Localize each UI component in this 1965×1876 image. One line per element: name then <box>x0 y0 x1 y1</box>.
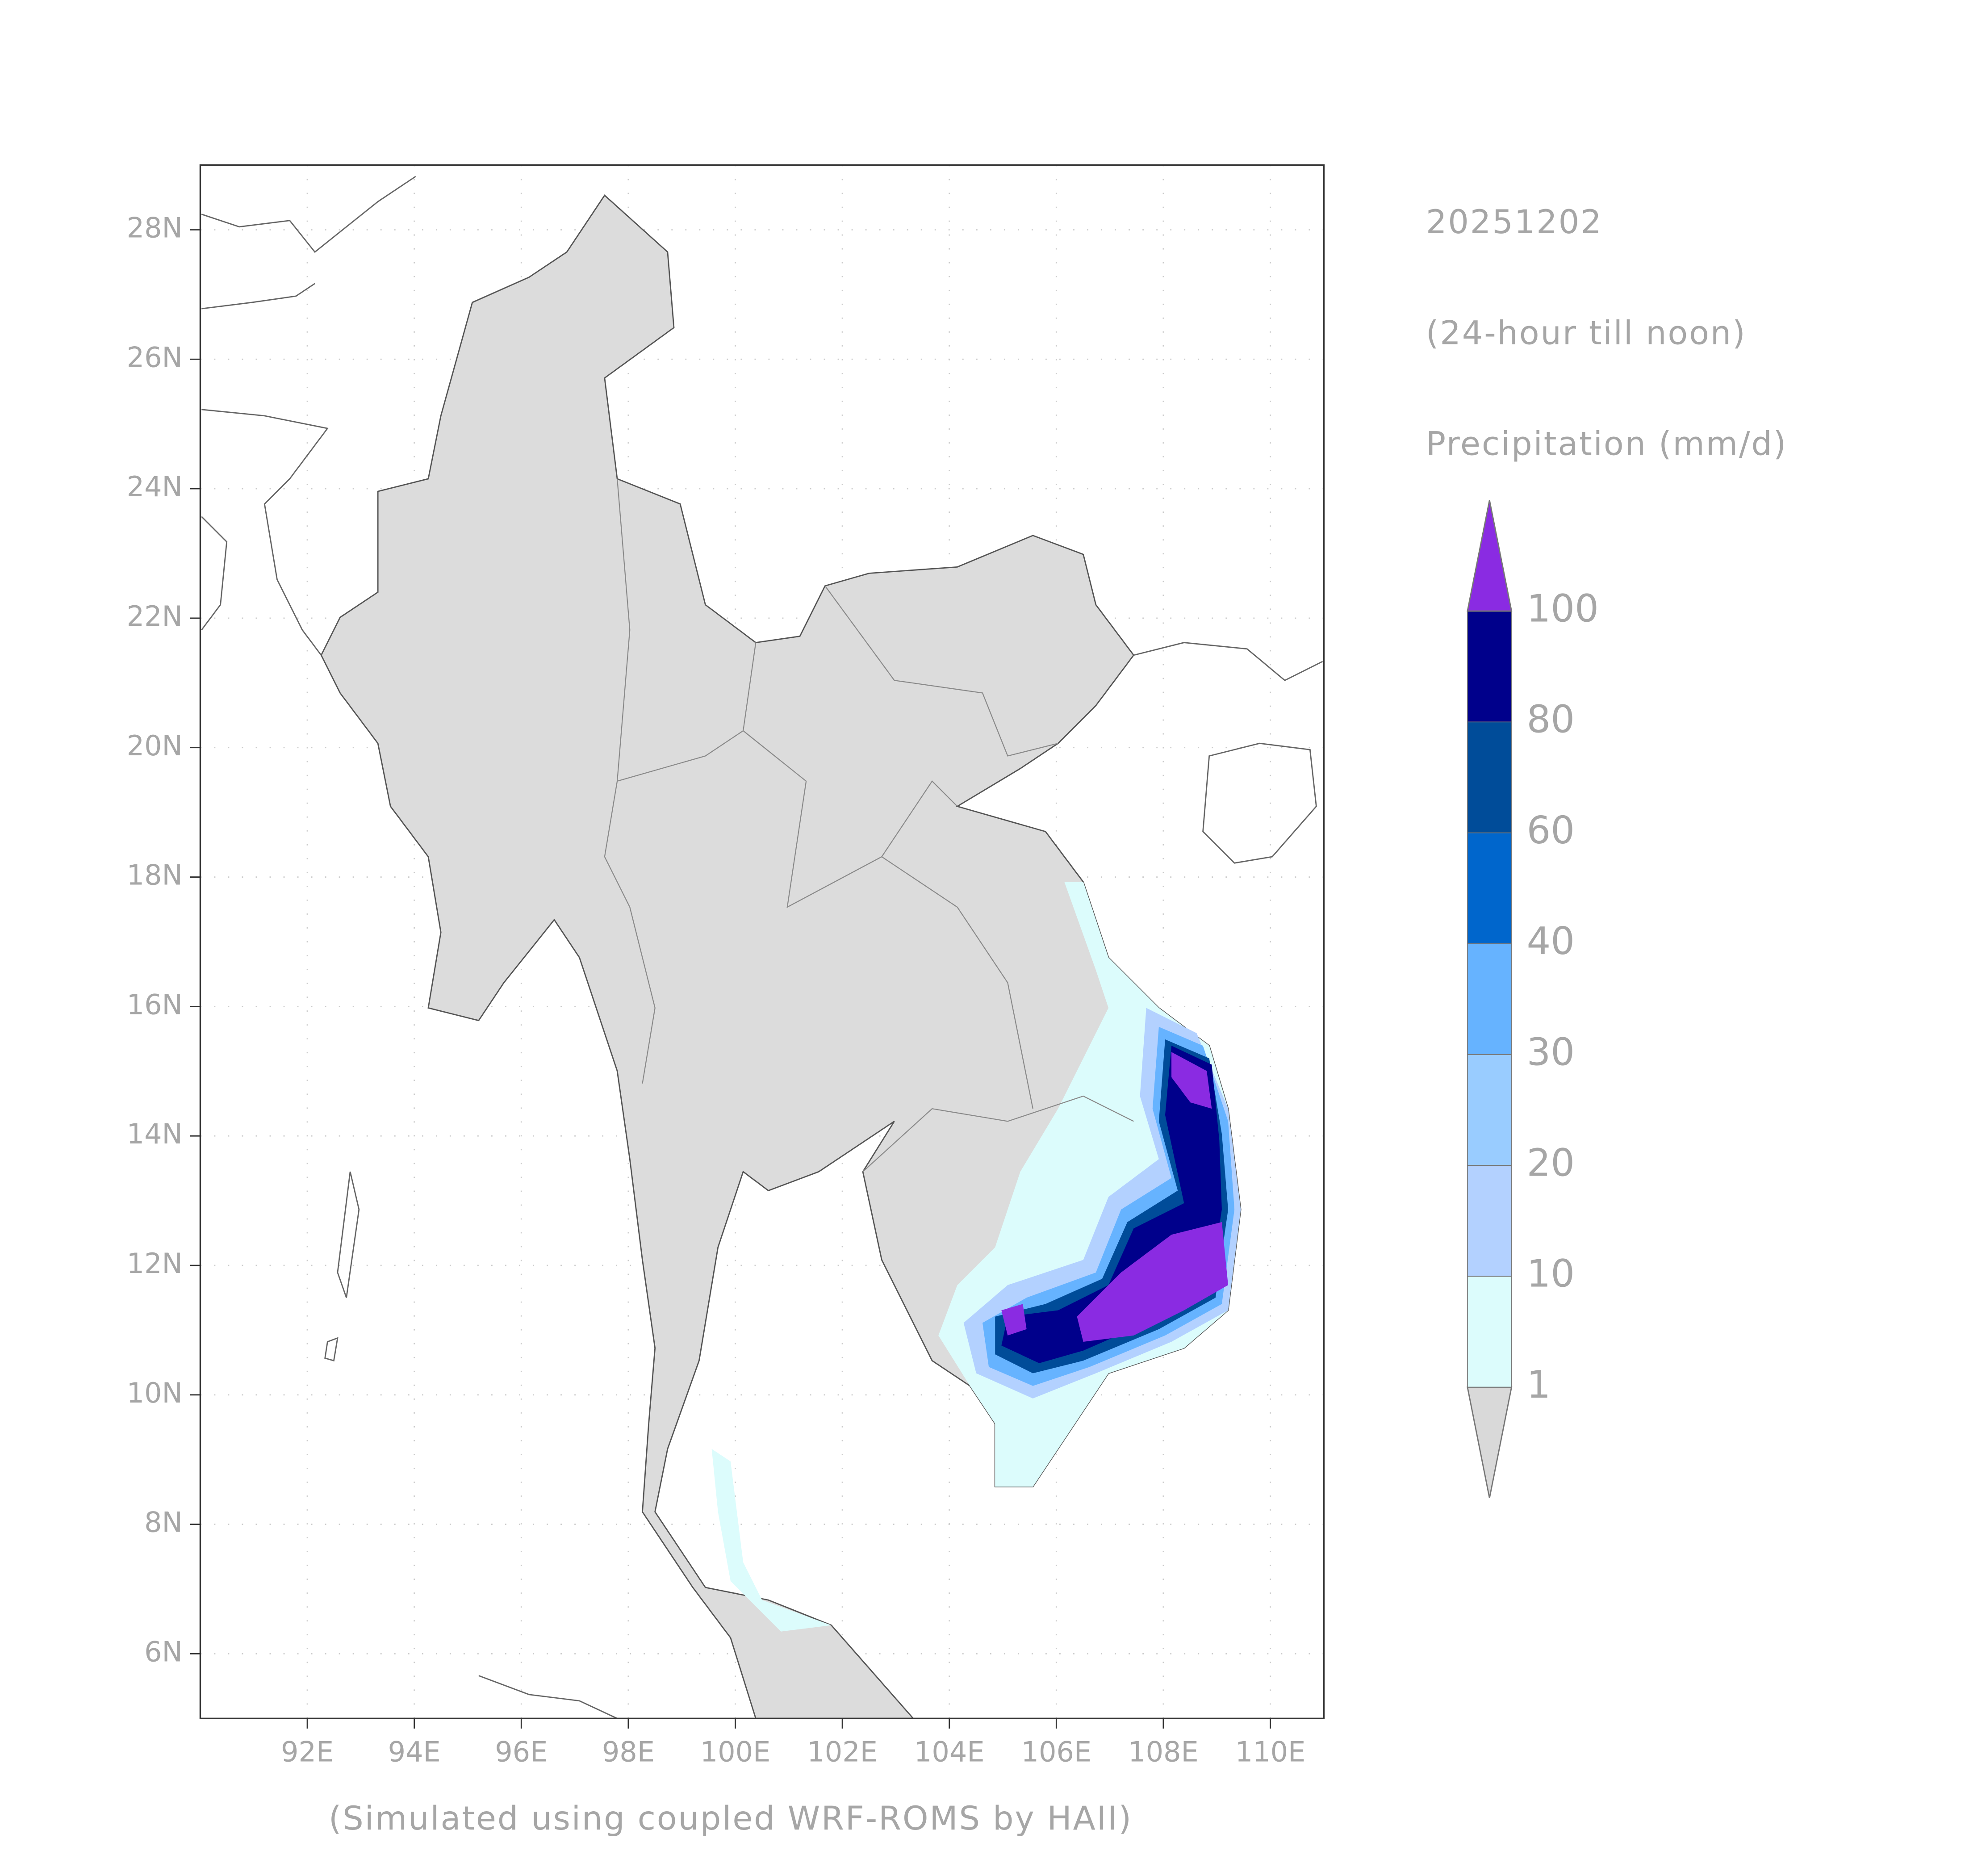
y-tick-label: 24N <box>127 470 183 503</box>
colorbar-label: 1 <box>1526 1362 1551 1407</box>
colorbar-segment <box>1467 943 1512 1055</box>
colorbar-label: 60 <box>1526 808 1575 852</box>
colorbar-segment <box>1467 611 1512 723</box>
footer-note: (Simulated using coupled WRF-ROMS by HAI… <box>329 1800 1133 1838</box>
y-tick-label: 18N <box>127 859 183 892</box>
period-label: (24-hour till noon) <box>1426 314 1747 352</box>
x-tick-label: 104E <box>914 1735 985 1768</box>
colorbar-segment <box>1467 1054 1512 1166</box>
colorbar-label: 30 <box>1526 1030 1575 1074</box>
precipitation-field <box>711 882 1241 1632</box>
x-tick-label: 98E <box>602 1735 655 1768</box>
colorbar-label: 100 <box>1526 586 1599 630</box>
variable-label: Precipitation (mm/d) <box>1426 425 1787 463</box>
y-tick-label: 22N <box>127 600 183 632</box>
y-tick-label: 8N <box>144 1506 183 1539</box>
axes: 92E 94E 96E 98E 100E 102E 104E 106E 108E 110E 6N 8N… <box>127 212 1306 1768</box>
x-tick-label: 106E <box>1021 1735 1092 1768</box>
y-tick-label: 26N <box>127 341 183 373</box>
y-tick-label: 28N <box>127 212 183 244</box>
colorbar: 1 10 20 30 40 60 80 100 <box>1467 500 1599 1498</box>
colorbar-extension-high <box>1467 500 1513 612</box>
x-tick-label: 94E <box>388 1735 441 1768</box>
y-tick-label: 10N <box>127 1377 183 1409</box>
colorbar-label: 20 <box>1526 1141 1575 1185</box>
y-tick-label: 6N <box>144 1635 183 1668</box>
colorbar-label: 80 <box>1526 697 1575 741</box>
x-tick-label: 108E <box>1128 1735 1199 1768</box>
y-tick-label: 16N <box>127 988 183 1021</box>
map-frame <box>199 164 1325 1719</box>
date-label: 20251202 <box>1426 203 1603 241</box>
colorbar-label: 10 <box>1526 1252 1575 1296</box>
coastlines <box>201 176 1323 1719</box>
colorbar-segment <box>1467 1276 1512 1388</box>
colorbar-label: 40 <box>1526 919 1575 963</box>
colorbar-segment <box>1467 1165 1512 1277</box>
y-tick-label: 20N <box>127 729 183 762</box>
borders <box>604 478 1134 1172</box>
x-tick-label: 96E <box>495 1735 548 1768</box>
x-tick-label: 102E <box>807 1735 878 1768</box>
y-tick-label: 12N <box>127 1247 183 1280</box>
colorbar-segment <box>1467 832 1512 944</box>
x-tick-label: 92E <box>281 1735 334 1768</box>
colorbar-segment <box>1467 721 1512 833</box>
y-tick-label: 14N <box>127 1118 183 1150</box>
x-tick-label: 100E <box>700 1735 771 1768</box>
x-tick-label: 110E <box>1235 1735 1306 1768</box>
